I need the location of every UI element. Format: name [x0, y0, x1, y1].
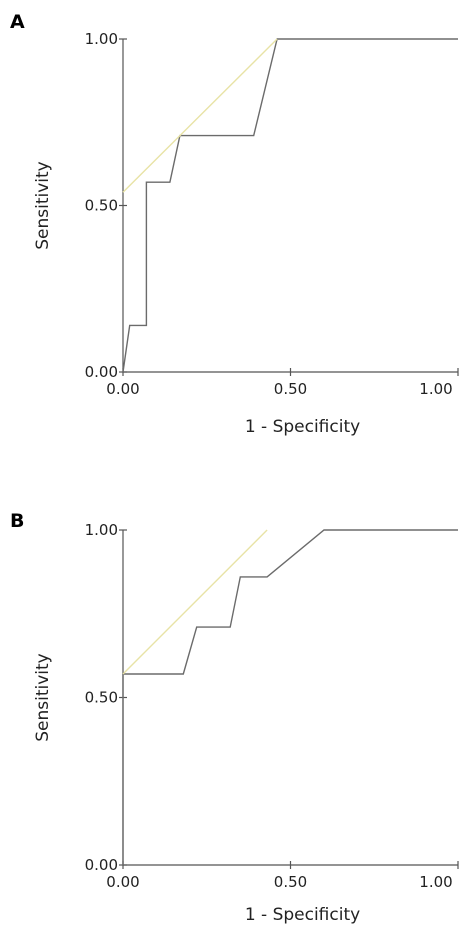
roc-curve-line [122, 38, 458, 373]
roc-panel-a: A 0.00 0.50 1.00 0.00 0.50 1.00 1 - Specificity… [10, 11, 459, 437]
y-tick-label: 0.50 [85, 689, 118, 707]
y-tick-label: 1.00 [85, 521, 118, 539]
x-tick-label: 0.00 [106, 873, 139, 891]
y-tick-label: 0.00 [85, 363, 118, 381]
x-axis-title: 1 - Specificity [245, 417, 360, 437]
y-axis-title: Sensitivity [33, 653, 53, 742]
x-tick-label: 0.50 [274, 380, 307, 398]
x-axis-title: 1 - Specificity [245, 905, 360, 925]
x-tick-label: 0.00 [106, 380, 139, 398]
panel-label: B [10, 510, 24, 532]
panel-label: A [10, 11, 25, 33]
tangent-line [122, 529, 268, 675]
roc-curve-line [122, 529, 458, 865]
y-axis-title: Sensitivity [33, 161, 53, 250]
roc-panel-b: B 0.00 0.50 1.00 0.00 0.50 1.00 1 - Specificity… [10, 510, 459, 925]
y-tick-label: 0.00 [85, 856, 118, 874]
tangent-line [122, 38, 278, 193]
x-tick-label: 0.50 [274, 873, 307, 891]
y-tick-label: 0.50 [85, 197, 118, 215]
x-tick-label: 1.00 [419, 873, 452, 891]
x-tick-label: 1.00 [419, 380, 452, 398]
y-tick-label: 1.00 [85, 30, 118, 48]
